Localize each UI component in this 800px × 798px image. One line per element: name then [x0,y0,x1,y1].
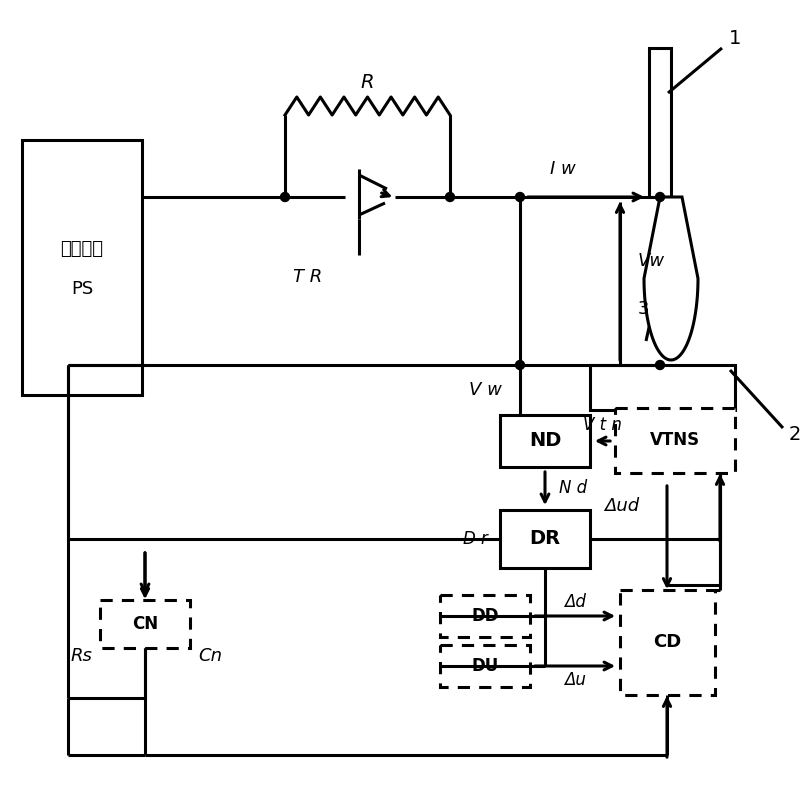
Text: ND: ND [529,432,561,451]
Circle shape [446,192,454,202]
Text: R: R [360,73,374,93]
Text: CN: CN [132,615,158,633]
Text: Δd: Δd [564,593,586,611]
Circle shape [515,361,525,369]
Bar [590,365,735,410]
Text: Rs: Rs [70,647,92,665]
Bar [22,140,142,395]
Bar [620,590,715,695]
Text: Δud: Δud [604,497,639,515]
Circle shape [515,192,525,202]
Text: DD: DD [471,607,498,625]
Polygon shape [644,197,698,360]
Text: Δu: Δu [564,671,586,689]
Bar [615,408,735,473]
Bar [440,645,530,687]
Text: 2: 2 [789,425,800,444]
Text: I w: I w [550,160,576,178]
Text: CD: CD [653,633,681,651]
Text: Cn: Cn [198,647,222,665]
Bar [500,510,590,568]
Circle shape [281,192,290,202]
Text: VTNS: VTNS [650,431,700,449]
Text: 1: 1 [729,29,741,48]
Text: 焉接电源: 焉接电源 [61,240,103,258]
Text: N d: N d [559,479,587,497]
Text: T R: T R [293,268,322,286]
Text: D r: D r [463,530,488,548]
Bar [100,600,190,648]
Circle shape [655,361,665,369]
Text: DU: DU [471,657,498,675]
Bar [500,415,590,467]
Bar [440,595,530,637]
Bar [649,48,671,197]
Text: V w: V w [469,381,502,399]
Text: 3: 3 [638,300,650,318]
Text: Vw: Vw [638,252,665,270]
Text: DR: DR [530,530,561,548]
Circle shape [655,192,665,202]
Text: PS: PS [71,280,93,298]
Text: V t n: V t n [582,416,622,434]
